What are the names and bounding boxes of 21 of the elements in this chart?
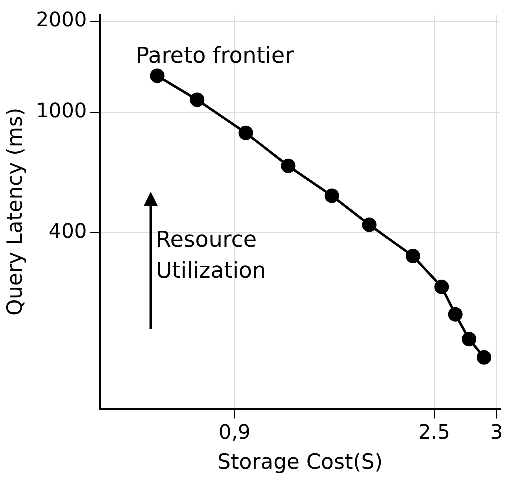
annotation: Pareto frontier xyxy=(136,44,296,69)
annotation: Resource Utilization xyxy=(156,228,266,284)
x-axis-title: Storage Cost(S) xyxy=(218,450,383,474)
point xyxy=(190,92,205,108)
point xyxy=(448,307,463,322)
point xyxy=(238,126,254,140)
point xyxy=(462,332,477,347)
point xyxy=(477,350,492,365)
point xyxy=(434,280,450,294)
x-tick-label: 3 xyxy=(490,420,504,444)
point xyxy=(281,158,296,174)
point xyxy=(324,188,340,204)
point xyxy=(406,249,420,264)
y-tick-label: 2000 xyxy=(36,8,88,32)
y-tick-label: 1000 xyxy=(36,98,88,123)
y-axis-title: Query Latency (ms) xyxy=(3,108,28,316)
point xyxy=(362,218,377,232)
x-tick-label: 0,9 xyxy=(218,420,251,444)
y-tick-label: 400 xyxy=(48,219,88,244)
x-tick-label: 2.5 xyxy=(418,420,450,444)
point xyxy=(150,68,165,84)
